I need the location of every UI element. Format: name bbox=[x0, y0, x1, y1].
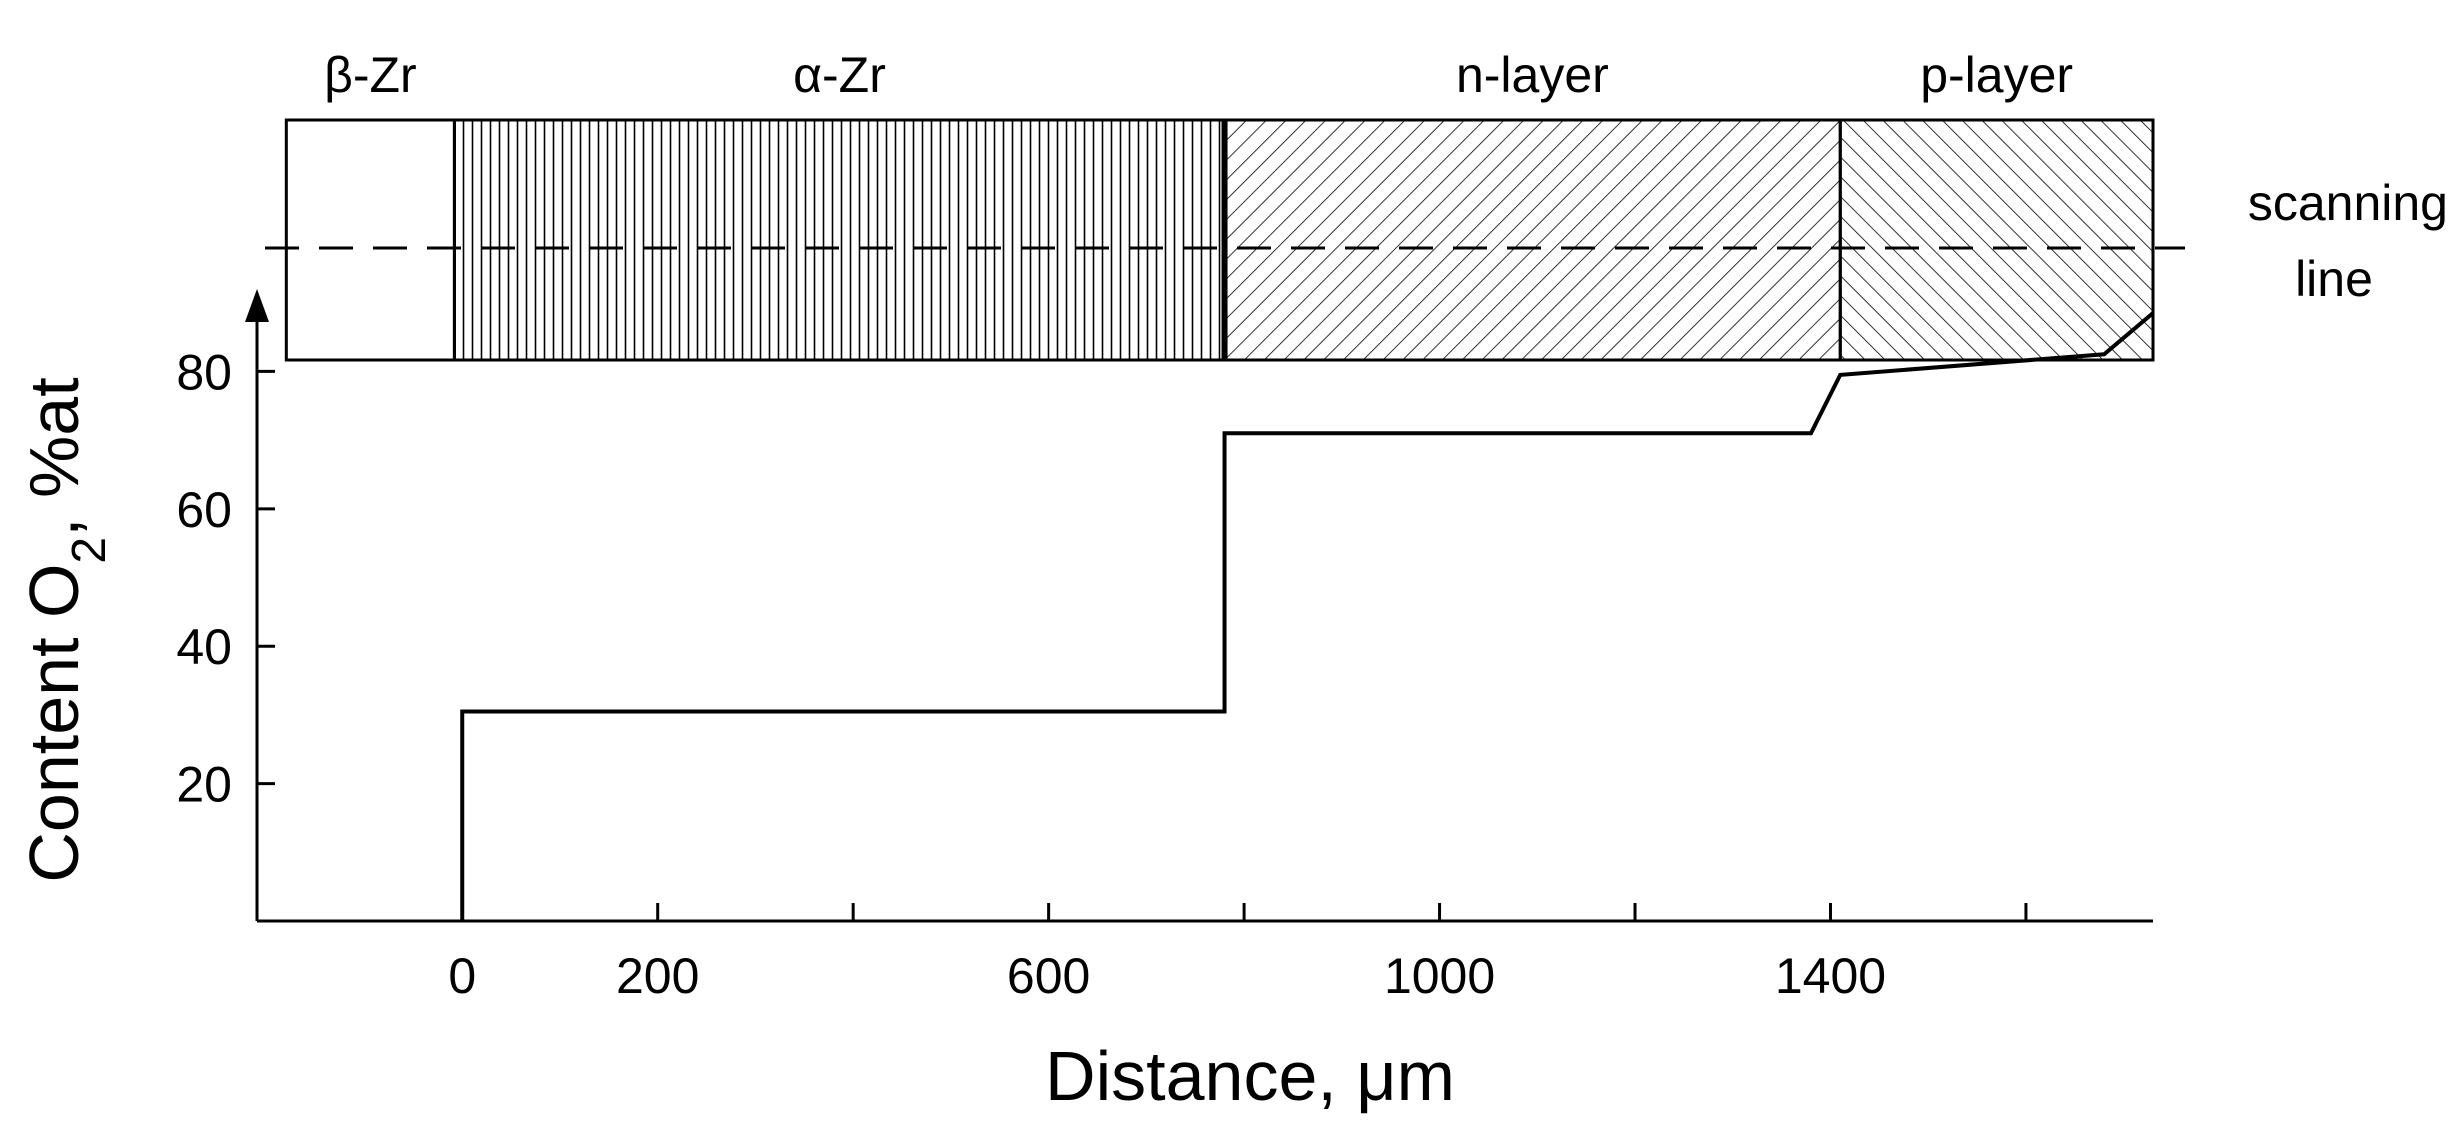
series-line-0 bbox=[460, 311, 2155, 921]
layer-block-3 bbox=[1838, 118, 2155, 362]
x-tick-label-0: 0 bbox=[448, 948, 476, 1004]
x-tick-label-5: 1000 bbox=[1384, 948, 1495, 1004]
y-axis-ticks: 20 40 60 80 bbox=[176, 344, 275, 813]
scanning-line-label-2: line bbox=[2295, 251, 2373, 307]
x-tick-label-7: 1400 bbox=[1775, 948, 1886, 1004]
y-tick-label-3: 80 bbox=[176, 344, 232, 400]
x-axis-title: Distance, μm bbox=[1045, 1037, 1455, 1115]
layer-schematic: β-Zr α-Zr n-layer p-layer bbox=[284, 47, 2155, 362]
layer-block-1 bbox=[452, 118, 1227, 362]
y-axis-title-subscript: 2 bbox=[63, 537, 116, 564]
layer-block-2 bbox=[1223, 118, 1842, 362]
x-axis-ticks: 0 200 600 1000 1400 bbox=[448, 903, 2028, 1004]
series-group bbox=[460, 311, 2155, 921]
y-tick-label-2: 60 bbox=[176, 482, 232, 538]
y-axis-title-main: Content O bbox=[15, 564, 93, 883]
y-tick-label-0: 20 bbox=[176, 757, 232, 813]
scanning-line-label-1: scanning bbox=[2248, 175, 2448, 231]
layer-label-1: α-Zr bbox=[793, 47, 886, 103]
y-axis-title: Content O2, %at bbox=[15, 377, 116, 882]
y-axis-title-suffix: , %at bbox=[15, 377, 93, 537]
y-axis: 20 40 60 80 Content O2, %at bbox=[15, 289, 275, 921]
x-tick-label-3: 600 bbox=[1007, 948, 1090, 1004]
layer-block-0 bbox=[284, 118, 456, 362]
layer-label-0: β-Zr bbox=[324, 47, 417, 103]
x-axis: 0 200 600 1000 1400 Distance, μm bbox=[257, 903, 2153, 1115]
layer-label-3: p-layer bbox=[1920, 47, 2073, 103]
y-axis-arrowhead bbox=[245, 289, 269, 322]
x-tick-label-1: 200 bbox=[616, 948, 699, 1004]
layer-label-2: n-layer bbox=[1456, 47, 1609, 103]
y-tick-label-1: 40 bbox=[176, 619, 232, 675]
